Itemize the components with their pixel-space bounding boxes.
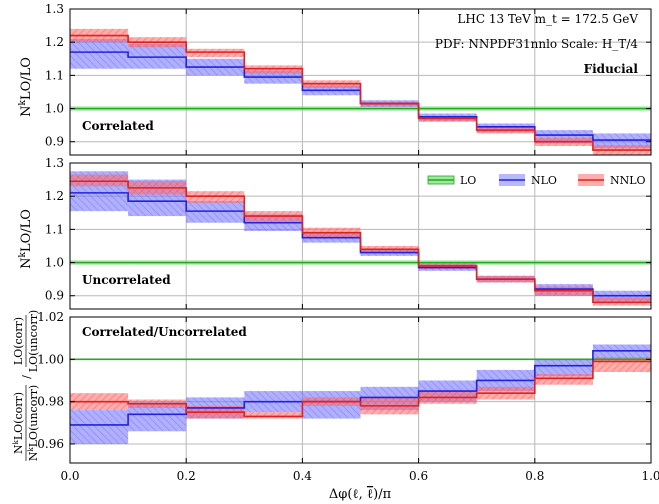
panel-frame-0: [69, 8, 652, 156]
ytick-label-1-2: 1.1: [45, 222, 64, 236]
panel-middle: 0.9 1.0 1.1 1.2 1.3: [45, 156, 652, 310]
band-hatch-nlo-2-8: [534, 359, 593, 377]
ytick-label-0-2: 1.1: [45, 68, 64, 82]
ytick-label-1-3: 1.2: [45, 189, 64, 203]
band-hatch-nlo-2-0: [70, 410, 129, 444]
band-hatch-nlo-2-9: [592, 344, 651, 360]
band-hatch-nlo-1-9: [592, 290, 651, 303]
band-hatch-nlo-0-9: [592, 133, 651, 149]
xlabel: Δφ(ℓ, ℓ)/π: [329, 487, 392, 502]
ytick-label-0-1: 1.0: [45, 102, 64, 116]
xtick-label-4: 0.8: [525, 469, 544, 483]
panel-frame-2: [69, 316, 652, 464]
band-hatch-nnlo-0-2: [186, 48, 245, 58]
svg-text:LO(uncorr): LO(uncorr): [27, 310, 40, 372]
ytick-label-2-1: 0.98: [37, 395, 64, 409]
xtick-label-2: 0.4: [293, 469, 312, 483]
band-hatch-nnlo-1-2: [186, 191, 245, 203]
legend-label-lo: LO: [460, 174, 476, 187]
ytick-label-2-3: 1.02: [37, 310, 64, 324]
series-line-nnlo-2: [70, 360, 651, 418]
band-hatch-nlo-0-0: [70, 38, 129, 69]
band-hatch-nnlo-1-9: [592, 297, 651, 306]
svg-text:LO(corr): LO(corr): [12, 317, 25, 365]
annotation-pdf: PDF: NNPDF31nnlo Scale: H_T/4: [435, 37, 638, 51]
series-line-nnlo-0: [70, 34, 651, 151]
xtick-label-3: 0.6: [409, 469, 428, 483]
panel-bottom: 0.96 0.98 1.00 1.02 0.0 0.2 0.4 0.6 0.8 1.0: [37, 310, 659, 483]
annotation-uncorrelated: Uncorrelated: [82, 273, 171, 287]
band-hatch-nnlo-0-3: [244, 65, 303, 74]
legend-label-nnlo: NNLO: [610, 174, 646, 187]
svg-text:NkLO(uncorr): NkLO(uncorr): [27, 385, 40, 461]
annotation-correlated: Correlated: [82, 119, 154, 133]
annotation-lhc: LHC 13 TeV m_t = 172.5 GeV: [457, 12, 638, 26]
ytick-label-1-1: 1.0: [45, 256, 64, 270]
ylabel-top: NkLO/LO: [18, 57, 34, 117]
panel-top: 0.9 1.0 1.1 1.2 1.3: [45, 2, 652, 156]
annotation-ratio: Correlated/Uncorrelated: [82, 325, 247, 339]
band-hatch-nnlo-2-3: [244, 412, 303, 419]
annotation-fiducial: Fiducial: [584, 62, 639, 76]
ytick-label-2-2: 1.00: [37, 352, 64, 366]
panel-frame-1: [69, 162, 652, 310]
ylabel-middle: NkLO/LO: [18, 209, 34, 269]
ytick-label-0-4: 1.3: [45, 2, 64, 16]
series-line-nnlo-1: [70, 180, 651, 304]
xtick-label-5: 1.0: [641, 469, 659, 483]
ytick-label-0-3: 1.2: [45, 35, 64, 49]
svg-text:NkLO/LO: NkLO/LO: [18, 209, 34, 269]
ytick-label-1-0: 0.9: [45, 289, 64, 303]
xtick-label-0: 0.0: [60, 469, 79, 483]
band-hatch-nlo-0-1: [128, 43, 187, 69]
band-hatch-nnlo-1-0: [70, 174, 129, 187]
ylabel-bottom: NkLO(corr) NkLO(uncorr) / LO(corr) LO(un…: [12, 310, 40, 461]
ytick-label-2-0: 0.96: [37, 437, 64, 451]
xtick-label-1: 0.2: [177, 469, 196, 483]
legend: LO NLO NNLO: [427, 174, 646, 187]
band-hatch-nlo-1-2: [186, 201, 245, 223]
ytick-label-1-4: 1.3: [45, 156, 64, 170]
legend-label-nlo: NLO: [531, 174, 557, 187]
series-line-nlo-2: [70, 350, 651, 426]
band-hatch-nnlo-2-8: [534, 374, 593, 385]
svg-text:/: /: [20, 375, 33, 379]
ytick-label-0-0: 0.9: [45, 135, 64, 149]
svg-text:NkLO/LO: NkLO/LO: [18, 57, 34, 117]
svg-text:NkLO(corr): NkLO(corr): [12, 392, 25, 454]
